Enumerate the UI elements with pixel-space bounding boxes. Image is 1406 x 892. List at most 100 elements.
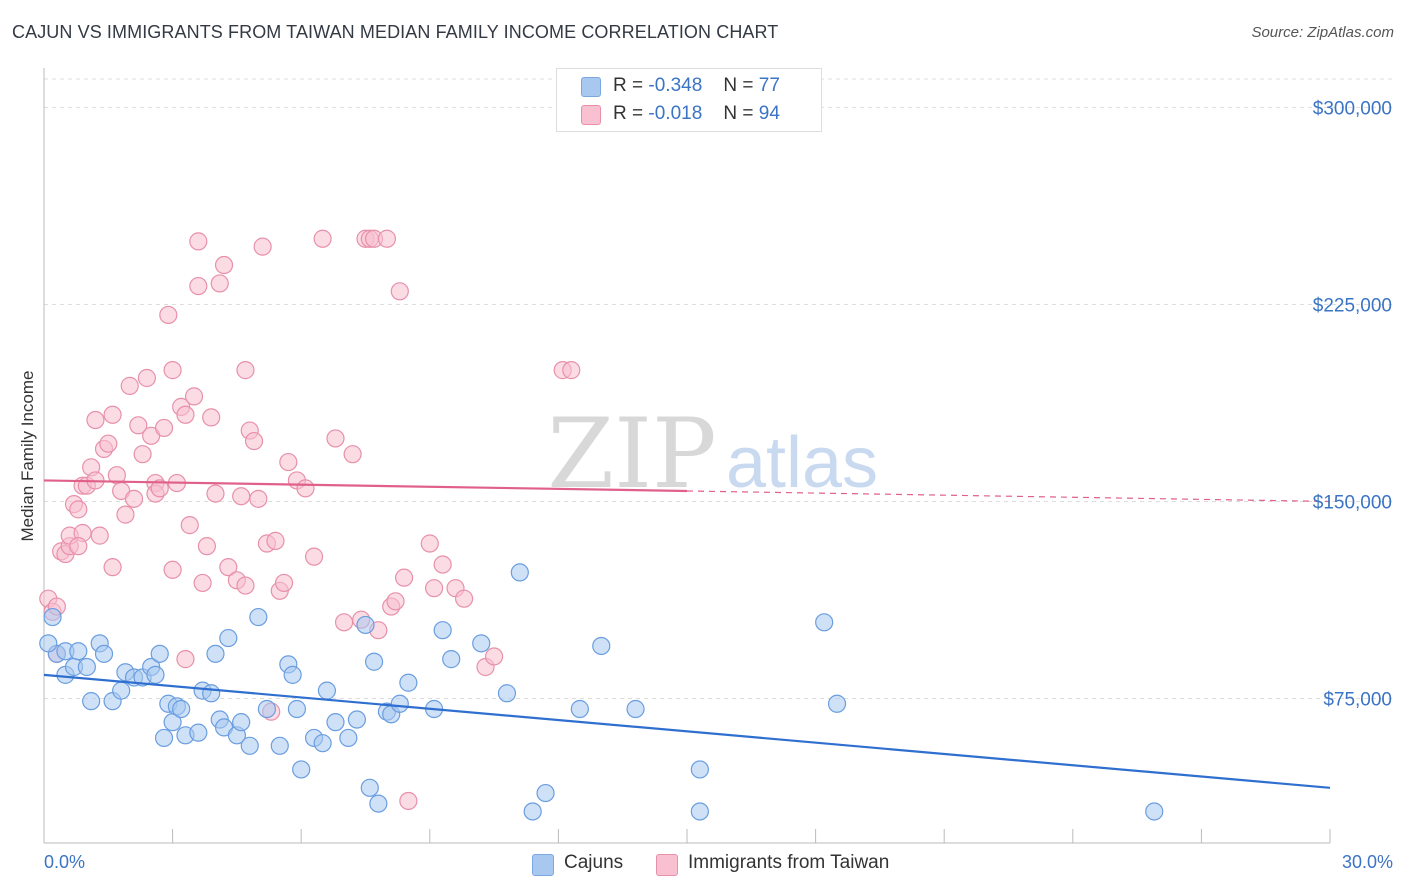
data-point-taiwan bbox=[485, 647, 504, 666]
data-point-cajuns bbox=[112, 681, 131, 700]
legend-r-value: -0.348 bbox=[648, 75, 703, 96]
data-point-taiwan bbox=[249, 489, 268, 508]
data-point-taiwan bbox=[420, 534, 439, 553]
data-point-taiwan bbox=[193, 573, 212, 593]
watermark-atlas: atlas bbox=[726, 423, 878, 503]
data-point-taiwan bbox=[202, 408, 221, 427]
data-point-taiwan bbox=[184, 387, 204, 406]
data-point-taiwan bbox=[377, 229, 397, 248]
legend-swatch-blue bbox=[532, 854, 554, 876]
data-point-taiwan bbox=[137, 368, 156, 388]
data-point-taiwan bbox=[103, 405, 122, 424]
data-point-cajuns bbox=[690, 802, 709, 821]
data-point-cajuns bbox=[206, 644, 225, 663]
legend-label-cajuns: Cajuns bbox=[564, 852, 624, 873]
data-point-cajuns bbox=[154, 728, 174, 748]
data-point-cajuns bbox=[592, 636, 611, 656]
y-tick-label: $225,000 bbox=[1313, 295, 1392, 316]
data-point-cajuns bbox=[360, 778, 379, 797]
data-point-cajuns bbox=[77, 657, 96, 677]
data-point-taiwan bbox=[120, 376, 139, 395]
data-point-taiwan bbox=[296, 479, 315, 498]
data-point-cajuns bbox=[249, 607, 268, 627]
watermark-zip: ZIP bbox=[547, 398, 716, 510]
data-point-cajuns bbox=[626, 699, 645, 719]
data-point-taiwan bbox=[163, 361, 182, 380]
data-point-taiwan bbox=[326, 429, 345, 448]
chart-title: CAJUN VS IMMIGRANTS FROM TAIWAN MEDIAN F… bbox=[12, 22, 779, 42]
trend-line-taiwan-dashed bbox=[686, 490, 1331, 503]
legend-n-value: 77 bbox=[758, 75, 780, 96]
trend-lines bbox=[43, 479, 1331, 789]
data-point-cajuns bbox=[433, 621, 452, 640]
data-point-taiwan bbox=[124, 489, 144, 508]
data-point-taiwan bbox=[206, 484, 225, 503]
data-point-taiwan bbox=[180, 516, 199, 535]
data-point-cajuns bbox=[317, 681, 337, 700]
data-point-taiwan bbox=[129, 416, 148, 435]
data-point-cajuns bbox=[94, 644, 114, 663]
data-point-taiwan bbox=[154, 418, 174, 438]
data-point-taiwan bbox=[424, 579, 444, 598]
data-point-taiwan bbox=[189, 276, 208, 296]
data-point-taiwan bbox=[279, 452, 298, 472]
data-point-cajuns bbox=[39, 634, 58, 653]
data-point-taiwan bbox=[133, 445, 152, 464]
data-point-cajuns bbox=[570, 699, 589, 719]
data-point-cajuns bbox=[232, 713, 251, 732]
data-point-taiwan bbox=[253, 237, 272, 256]
data-point-cajuns bbox=[257, 699, 277, 719]
data-point-taiwan bbox=[394, 568, 414, 587]
data-point-cajuns bbox=[536, 783, 555, 803]
data-point-cajuns bbox=[43, 607, 62, 627]
source-label: Source: ZipAtlas.com bbox=[1251, 24, 1394, 41]
data-point-taiwan bbox=[210, 274, 229, 293]
data-point-taiwan bbox=[69, 500, 88, 519]
data-point-taiwan bbox=[189, 232, 208, 251]
legend-swatch-blue bbox=[581, 77, 601, 97]
data-point-taiwan bbox=[386, 592, 405, 611]
data-point-cajuns bbox=[287, 699, 307, 719]
trend-line-taiwan-solid bbox=[43, 479, 688, 493]
data-point-taiwan bbox=[176, 405, 195, 424]
data-point-cajuns bbox=[364, 652, 384, 671]
data-point-taiwan bbox=[163, 560, 182, 579]
data-point-taiwan bbox=[343, 445, 362, 464]
data-point-cajuns bbox=[146, 665, 165, 684]
data-point-cajuns bbox=[202, 684, 221, 703]
data-point-cajuns bbox=[347, 710, 367, 729]
data-point-cajuns bbox=[827, 694, 847, 713]
data-point-taiwan bbox=[313, 229, 332, 248]
data-point-taiwan bbox=[304, 547, 324, 566]
data-point-taiwan bbox=[197, 537, 216, 556]
data-point-taiwan bbox=[274, 573, 294, 593]
data-point-taiwan bbox=[150, 479, 169, 498]
data-point-taiwan bbox=[236, 576, 255, 595]
data-point-taiwan bbox=[334, 613, 354, 632]
legend-r-label: R = bbox=[613, 103, 644, 124]
correlation-legend: R = -0.348 N = 77 R = -0.018 N = 94 bbox=[556, 68, 822, 132]
data-point-taiwan bbox=[390, 282, 409, 301]
data-point-cajuns bbox=[189, 723, 208, 742]
data-point-taiwan bbox=[86, 410, 105, 430]
data-point-cajuns bbox=[369, 794, 388, 813]
data-point-taiwan bbox=[219, 558, 238, 577]
data-point-cajuns bbox=[292, 760, 311, 779]
x-tick-label-max: 30.0% bbox=[1341, 852, 1393, 872]
data-point-taiwan bbox=[103, 558, 122, 577]
data-point-cajuns bbox=[69, 642, 88, 661]
data-point-taiwan bbox=[232, 487, 251, 506]
trend-line-cajuns bbox=[43, 673, 1331, 789]
data-point-taiwan bbox=[266, 531, 285, 550]
data-point-cajuns bbox=[390, 694, 409, 713]
data-point-cajuns bbox=[240, 736, 259, 755]
data-point-cajuns bbox=[472, 634, 491, 653]
data-point-taiwan bbox=[454, 589, 474, 608]
data-point-cajuns bbox=[510, 563, 529, 582]
data-point-cajuns bbox=[150, 644, 169, 663]
data-point-cajuns bbox=[339, 728, 358, 748]
legend-label-taiwan: Immigrants from Taiwan bbox=[688, 852, 890, 873]
grid bbox=[44, 78, 1392, 700]
y-tick-label: $300,000 bbox=[1313, 98, 1392, 119]
data-point-taiwan bbox=[99, 434, 118, 453]
